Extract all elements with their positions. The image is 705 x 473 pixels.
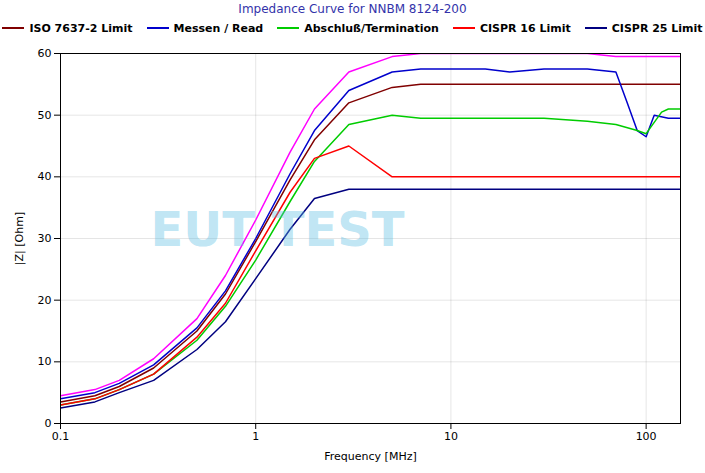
html-text:ISO 7637-2 Limit: ISO 7637-2 Limit bbox=[29, 21, 133, 35]
svg-text:10: 10 bbox=[38, 355, 52, 368]
svg-text:100: 100 bbox=[636, 430, 657, 443]
svg-text:30: 30 bbox=[38, 232, 52, 245]
svg-text:20: 20 bbox=[38, 294, 52, 307]
svg-text:60: 60 bbox=[38, 47, 52, 60]
html-text:Messen / Read: Messen / Read bbox=[173, 21, 264, 35]
html-text:CISPR 16 Limit: CISPR 16 Limit bbox=[479, 21, 571, 35]
html-text:CISPR 25 Limit: CISPR 25 Limit bbox=[611, 21, 703, 35]
svg-text:40: 40 bbox=[38, 170, 52, 183]
svg-text:50: 50 bbox=[38, 109, 52, 122]
svg-text:EUT TEST: EUT TEST bbox=[150, 201, 404, 257]
svg-text:0.1: 0.1 bbox=[52, 430, 70, 443]
html-text:Impedance Curve for NNBM 8124-: Impedance Curve for NNBM 8124-200 bbox=[238, 2, 467, 16]
svg-text:10: 10 bbox=[444, 430, 458, 443]
svg-text:0: 0 bbox=[45, 417, 52, 430]
svg-text:1: 1 bbox=[252, 430, 259, 443]
svg-text:Frequency [MHz]: Frequency [MHz] bbox=[324, 450, 416, 463]
svg-text:|Z| [Ohm]: |Z| [Ohm] bbox=[13, 212, 26, 265]
html-text:Abschluß/Termination: Abschluß/Termination bbox=[304, 21, 439, 35]
